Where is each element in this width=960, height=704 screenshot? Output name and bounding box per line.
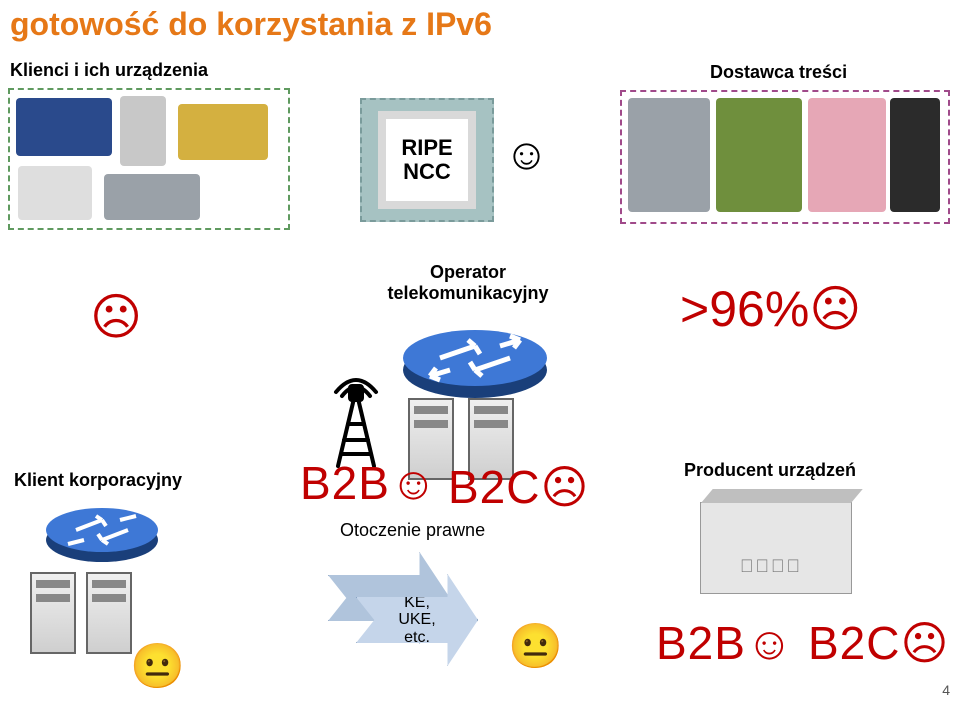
client-device-thumb	[178, 104, 268, 160]
cell-tower-icon	[326, 370, 386, 470]
client-device-thumb	[16, 98, 112, 156]
page-number: 4	[942, 682, 950, 698]
neutral-icon: 😐	[508, 620, 563, 672]
server-rack-icon	[86, 572, 132, 654]
server-rack-icon	[30, 572, 76, 654]
ripe-ncc-box: RIPENCC	[360, 98, 494, 222]
placeholder-glyphs: ￿￿￿￿	[740, 556, 802, 577]
stat-value: >96%☹	[680, 280, 861, 338]
content-thumb	[890, 98, 940, 212]
corp-client-label: Klient korporacyjny	[14, 470, 182, 491]
producer-label: Producent urządzeń	[684, 460, 856, 481]
content-provider-label: Dostawca treści	[710, 62, 847, 83]
client-device-thumb	[18, 166, 92, 220]
content-thumb	[716, 98, 802, 212]
corp-router-icon	[42, 496, 162, 566]
sad-icon: ☹	[90, 288, 142, 346]
ripe-ncc-label: RIPENCC	[378, 111, 476, 209]
b2b-right-label: B2B☺	[656, 616, 794, 670]
smile-icon: ☺	[504, 130, 549, 180]
legal-environment-label: Otoczenie prawne	[340, 520, 485, 541]
content-thumb	[808, 98, 886, 212]
b2c-right-label: B2C☹	[808, 616, 949, 670]
producer-box-icon	[700, 502, 852, 594]
operator-label: Operator telekomunikacyjny	[358, 262, 578, 304]
operator-router-icon	[400, 316, 550, 402]
content-thumb	[628, 98, 710, 212]
client-device-thumb	[120, 96, 166, 166]
neutral-icon: 😐	[130, 640, 185, 692]
clients-label: Klienci i ich urządzenia	[10, 60, 208, 81]
b2c-center-label: B2C☹	[448, 460, 589, 514]
b2b-center-label: B2B☺	[300, 456, 438, 510]
client-device-thumb	[104, 174, 200, 220]
page-title: gotowość do korzystania z IPv6	[10, 6, 492, 43]
